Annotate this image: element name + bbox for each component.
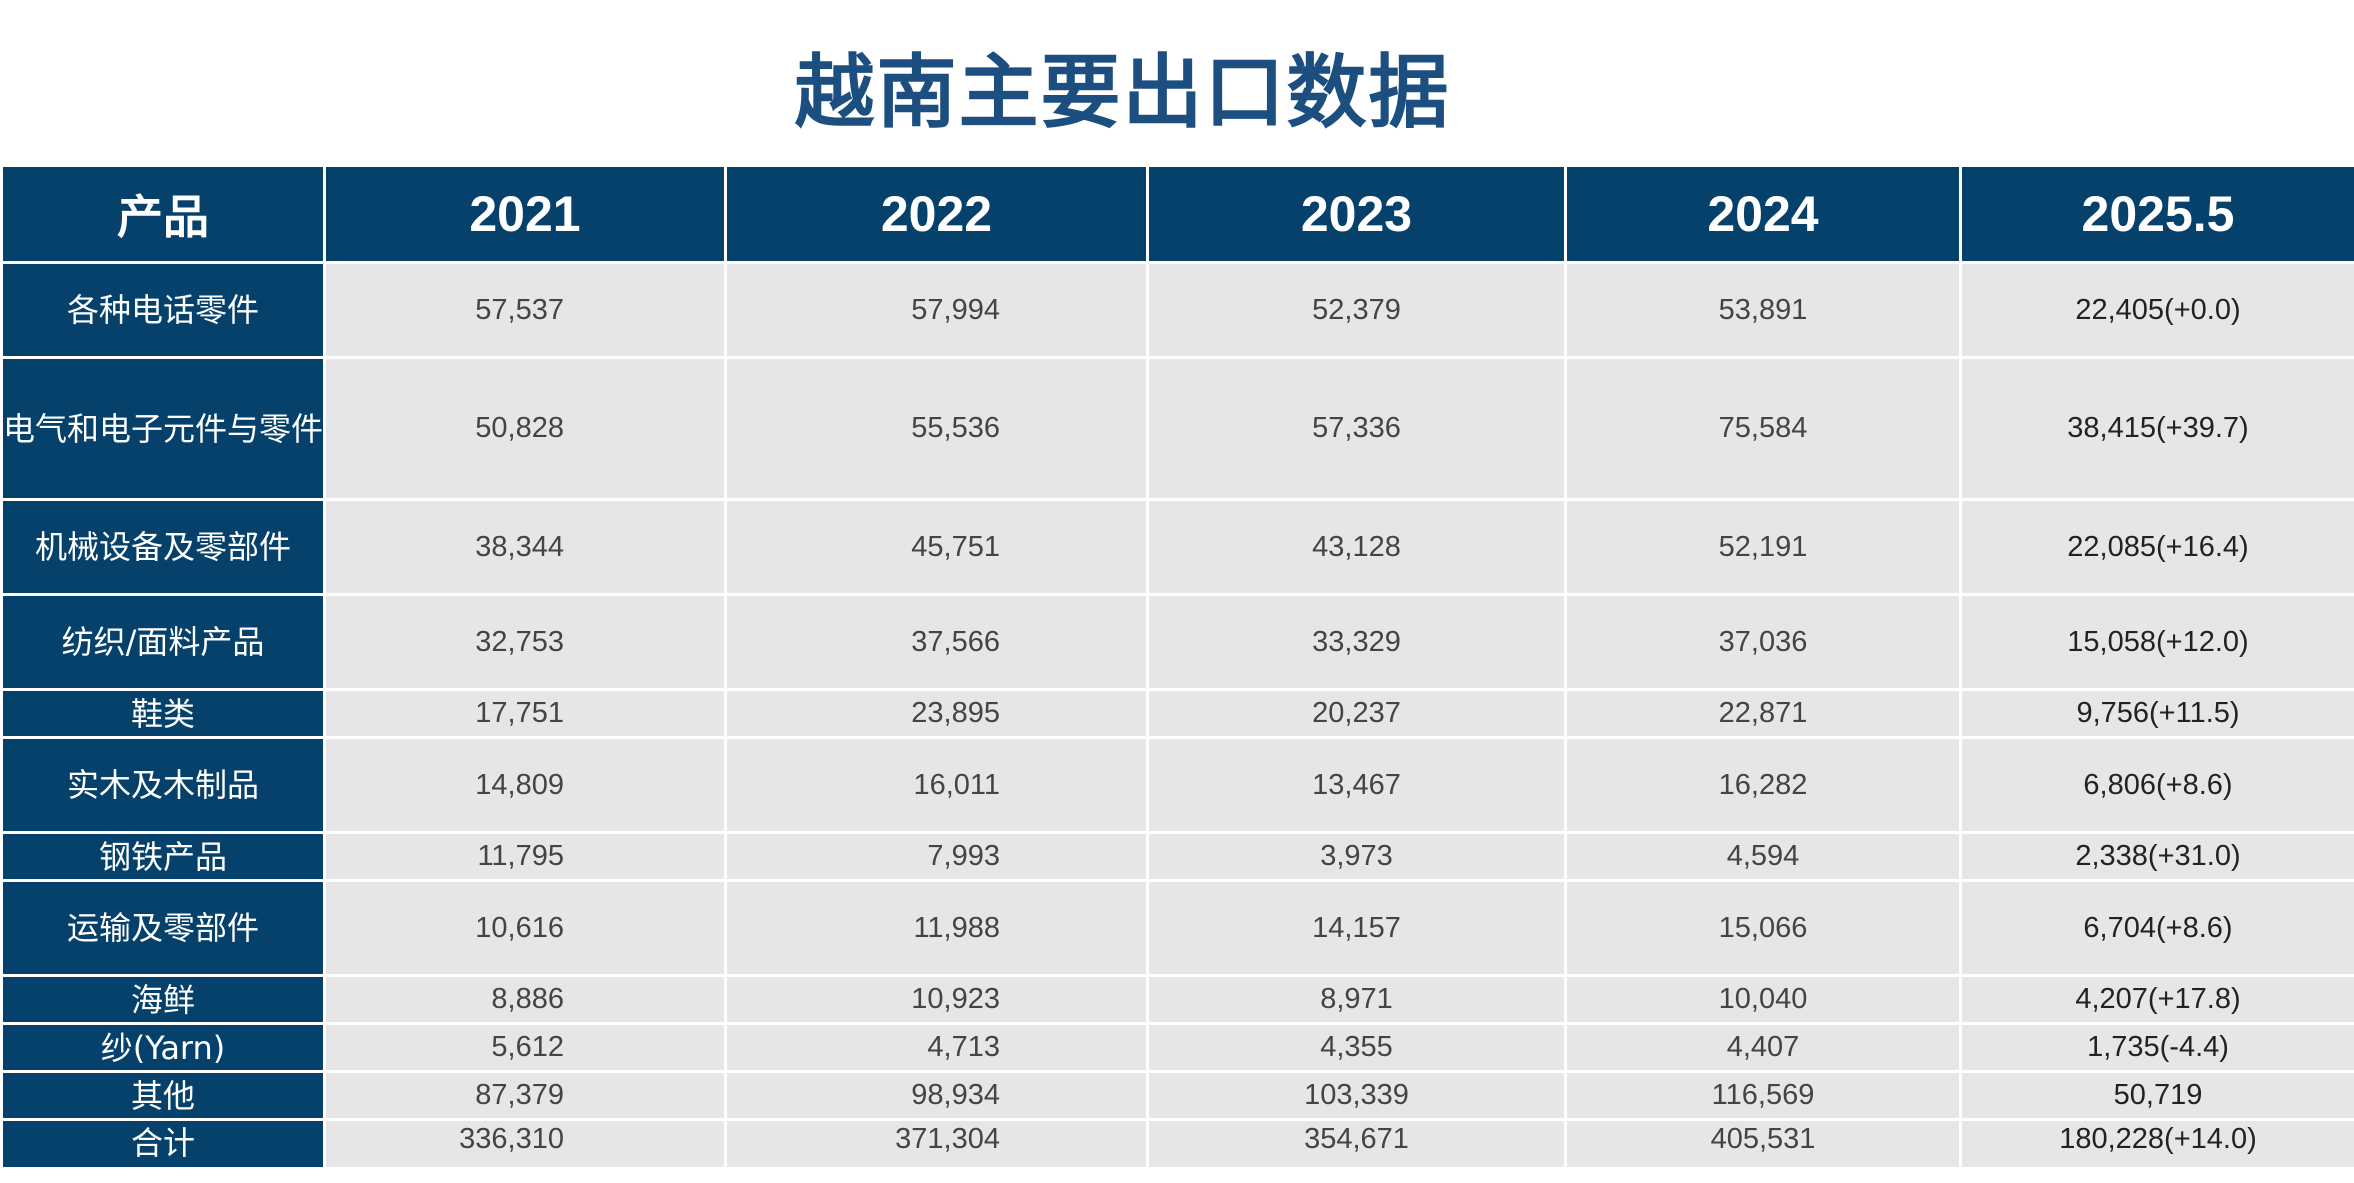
value-2024: 15,066 <box>1564 879 1962 977</box>
product-name: 运输及零部件 <box>0 879 326 977</box>
table-header-row: 产品 2021 2022 2023 2024 2025.5 <box>0 164 2354 264</box>
table-row-total: 合计 336,310 371,304 354,671 405,531 180,2… <box>0 1118 2354 1170</box>
value-2023: 57,336 <box>1146 356 1567 501</box>
header-2021: 2021 <box>323 164 727 264</box>
value-2025-5: 2,338(+31.0) <box>1959 831 2354 882</box>
product-name: 机械设备及零部件 <box>0 498 326 596</box>
product-name: 各种电话零件 <box>0 261 326 359</box>
table-row: 纺织/面料产品 32,753 37,566 33,329 37,036 15,0… <box>0 593 2354 691</box>
value-2025-5: 22,405(+0.0) <box>1959 261 2354 359</box>
value-2021: 17,751 <box>323 688 727 739</box>
value-2021: 50,828 <box>323 356 727 501</box>
product-name: 海鲜 <box>0 974 326 1025</box>
value-2022: 98,934 <box>724 1070 1149 1121</box>
value-2022: 57,994 <box>724 261 1149 359</box>
table-row: 鞋类 17,751 23,895 20,237 22,871 9,756(+11… <box>0 688 2354 739</box>
product-name: 钢铁产品 <box>0 831 326 882</box>
product-name: 电气和电子元件与零件 <box>0 356 326 501</box>
value-2024: 37,036 <box>1564 593 1962 691</box>
table-row: 实木及木制品 14,809 16,011 13,467 16,282 6,806… <box>0 736 2354 834</box>
table-row: 钢铁产品 11,795 7,993 3,973 4,594 2,338(+31.… <box>0 831 2354 882</box>
value-2022: 55,536 <box>724 356 1149 501</box>
value-2024: 4,594 <box>1564 831 1962 882</box>
value-2021: 8,886 <box>323 974 727 1025</box>
value-2022: 23,895 <box>724 688 1149 739</box>
value-2023: 13,467 <box>1146 736 1567 834</box>
value-2024: 16,282 <box>1564 736 1962 834</box>
header-2025-5: 2025.5 <box>1959 164 2354 264</box>
export-data-table: 产品 2021 2022 2023 2024 2025.5 各种电话零件 57,… <box>0 164 2354 1170</box>
table-row: 机械设备及零部件 38,344 45,751 43,128 52,191 22,… <box>0 498 2354 596</box>
value-2025-5: 38,415(+39.7) <box>1959 356 2354 501</box>
value-2021: 38,344 <box>323 498 727 596</box>
value-2025-5: 6,704(+8.6) <box>1959 879 2354 977</box>
value-2021: 32,753 <box>323 593 727 691</box>
value-2023: 33,329 <box>1146 593 1567 691</box>
value-2022: 16,011 <box>724 736 1149 834</box>
value-2025-5: 50,719 <box>1959 1070 2354 1121</box>
value-2025-5: 15,058(+12.0) <box>1959 593 2354 691</box>
value-2023: 20,237 <box>1146 688 1567 739</box>
value-2023: 14,157 <box>1146 879 1567 977</box>
value-2021: 57,537 <box>323 261 727 359</box>
value-2024: 405,531 <box>1564 1118 1962 1170</box>
value-2021: 11,795 <box>323 831 727 882</box>
value-2022: 4,713 <box>724 1022 1149 1073</box>
value-2023: 354,671 <box>1146 1118 1567 1170</box>
value-2025-5: 6,806(+8.6) <box>1959 736 2354 834</box>
product-name: 纺织/面料产品 <box>0 593 326 691</box>
value-2024: 22,871 <box>1564 688 1962 739</box>
table-row: 运输及零部件 10,616 11,988 14,157 15,066 6,704… <box>0 879 2354 977</box>
value-2025-5: 4,207(+17.8) <box>1959 974 2354 1025</box>
product-name: 合计 <box>0 1118 326 1170</box>
table-row: 纱(Yarn) 5,612 4,713 4,355 4,407 1,735(-4… <box>0 1022 2354 1073</box>
value-2022: 10,923 <box>724 974 1149 1025</box>
value-2021: 14,809 <box>323 736 727 834</box>
header-2022: 2022 <box>724 164 1149 264</box>
value-2024: 4,407 <box>1564 1022 1962 1073</box>
value-2024: 116,569 <box>1564 1070 1962 1121</box>
value-2022: 37,566 <box>724 593 1149 691</box>
value-2025-5: 1,735(-4.4) <box>1959 1022 2354 1073</box>
page-title: 越南主要出口数据 <box>794 46 1451 139</box>
value-2023: 52,379 <box>1146 261 1567 359</box>
product-name: 其他 <box>0 1070 326 1121</box>
value-2021: 87,379 <box>323 1070 727 1121</box>
table-row: 其他 87,379 98,934 103,339 116,569 50,719 <box>0 1070 2354 1121</box>
value-2021: 5,612 <box>323 1022 727 1073</box>
value-2022: 45,751 <box>724 498 1149 596</box>
value-2025-5: 22,085(+16.4) <box>1959 498 2354 596</box>
value-2021: 10,616 <box>323 879 727 977</box>
value-2022: 7,993 <box>724 831 1149 882</box>
value-2022: 11,988 <box>724 879 1149 977</box>
value-2023: 103,339 <box>1146 1070 1567 1121</box>
value-2024: 52,191 <box>1564 498 1962 596</box>
value-2023: 43,128 <box>1146 498 1567 596</box>
value-2024: 53,891 <box>1564 261 1962 359</box>
product-name: 鞋类 <box>0 688 326 739</box>
product-name: 纱(Yarn) <box>0 1022 326 1073</box>
value-2021: 336,310 <box>323 1118 727 1170</box>
value-2023: 3,973 <box>1146 831 1567 882</box>
table-row: 各种电话零件 57,537 57,994 52,379 53,891 22,40… <box>0 261 2354 359</box>
value-2024: 75,584 <box>1564 356 1962 501</box>
value-2022: 371,304 <box>724 1118 1149 1170</box>
value-2025-5: 180,228(+14.0) <box>1959 1118 2354 1170</box>
value-2025-5: 9,756(+11.5) <box>1959 688 2354 739</box>
header-product: 产品 <box>0 164 326 264</box>
value-2024: 10,040 <box>1564 974 1962 1025</box>
table-row: 海鲜 8,886 10,923 8,971 10,040 4,207(+17.8… <box>0 974 2354 1025</box>
value-2023: 8,971 <box>1146 974 1567 1025</box>
table-row: 电气和电子元件与零件 50,828 55,536 57,336 75,584 3… <box>0 356 2354 501</box>
header-2023: 2023 <box>1146 164 1567 264</box>
value-2023: 4,355 <box>1146 1022 1567 1073</box>
header-2024: 2024 <box>1564 164 1962 264</box>
product-name: 实木及木制品 <box>0 736 326 834</box>
